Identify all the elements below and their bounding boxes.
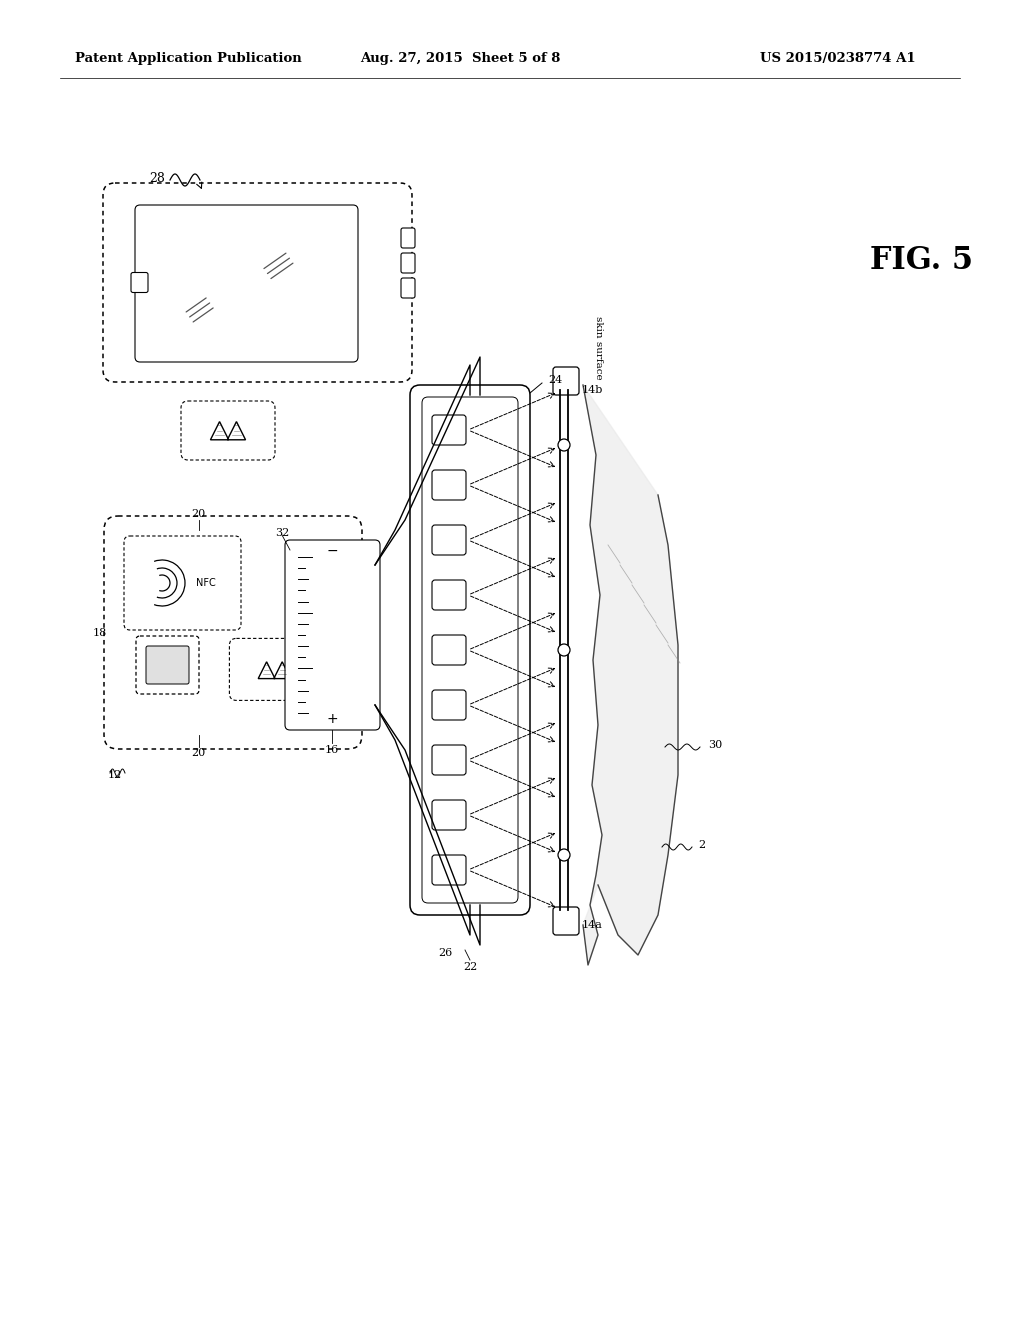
FancyBboxPatch shape [432,579,466,610]
Text: 24: 24 [548,375,562,385]
FancyBboxPatch shape [104,516,362,748]
Text: 22: 22 [463,962,477,972]
FancyBboxPatch shape [553,907,579,935]
FancyBboxPatch shape [401,228,415,248]
FancyBboxPatch shape [285,540,380,730]
Text: 12: 12 [108,770,122,780]
Text: US 2015/0238774 A1: US 2015/0238774 A1 [760,51,915,65]
FancyBboxPatch shape [181,401,275,459]
Text: skin surface: skin surface [594,317,603,380]
Text: 32: 32 [275,528,289,539]
FancyBboxPatch shape [432,414,466,445]
Circle shape [558,849,570,861]
Text: NFC: NFC [196,578,215,587]
Text: 20: 20 [191,748,206,758]
FancyBboxPatch shape [146,645,189,684]
Text: +: + [327,711,338,726]
FancyBboxPatch shape [135,205,358,362]
FancyBboxPatch shape [432,690,466,719]
Circle shape [558,440,570,451]
Text: 14b: 14b [582,385,603,395]
Text: 30: 30 [708,741,722,750]
FancyBboxPatch shape [432,525,466,554]
Text: 20: 20 [191,510,206,519]
Text: FIG. 5: FIG. 5 [870,246,973,276]
Text: 16: 16 [325,744,339,755]
FancyBboxPatch shape [401,253,415,273]
FancyBboxPatch shape [422,397,518,903]
FancyBboxPatch shape [401,279,415,298]
Text: Patent Application Publication: Patent Application Publication [75,51,302,65]
FancyBboxPatch shape [229,639,319,701]
FancyBboxPatch shape [432,800,466,830]
FancyBboxPatch shape [103,183,412,381]
Text: 28: 28 [150,172,165,185]
Polygon shape [583,385,678,965]
FancyBboxPatch shape [432,635,466,665]
FancyBboxPatch shape [131,272,148,293]
Text: 14a: 14a [582,920,603,931]
Text: −: − [327,544,338,558]
Text: Aug. 27, 2015  Sheet 5 of 8: Aug. 27, 2015 Sheet 5 of 8 [360,51,560,65]
FancyBboxPatch shape [432,744,466,775]
FancyBboxPatch shape [410,385,530,915]
Text: 2: 2 [698,840,706,850]
FancyBboxPatch shape [432,855,466,884]
FancyBboxPatch shape [136,636,199,694]
Circle shape [558,644,570,656]
FancyBboxPatch shape [124,536,241,630]
FancyBboxPatch shape [432,470,466,500]
Text: 26: 26 [438,948,453,958]
FancyBboxPatch shape [553,367,579,395]
Text: 18: 18 [93,627,108,638]
